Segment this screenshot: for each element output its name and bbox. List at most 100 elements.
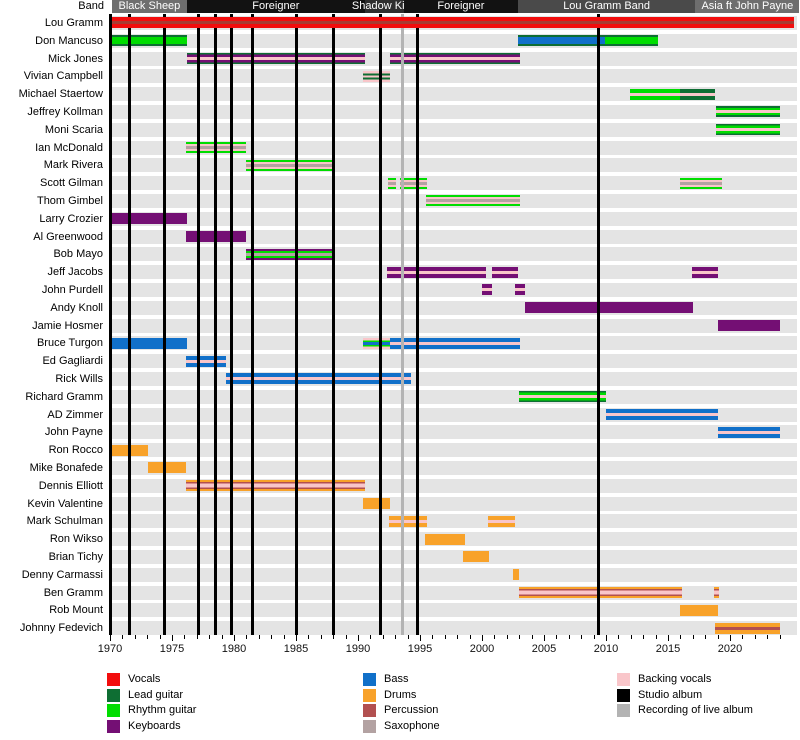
album-line-studio — [251, 14, 255, 635]
year-tick-minor — [147, 635, 149, 639]
legend-swatch-percussion — [363, 704, 376, 717]
legend-label: Vocals — [128, 673, 161, 685]
member-label: Moni Scaria — [44, 123, 103, 136]
member-label: John Purdell — [41, 283, 103, 296]
member-label: Al Greenwood — [33, 230, 103, 243]
album-line-studio — [128, 14, 132, 635]
year-tick-minor — [246, 635, 248, 639]
member-bar-segment — [362, 498, 390, 509]
member-label: Rick Wills — [55, 372, 103, 385]
band-header-section: Asia ft John Payne — [695, 0, 800, 13]
member-bar-segment — [716, 124, 780, 136]
member-bar-segment — [491, 266, 518, 278]
member-bar-segment — [186, 53, 365, 64]
member-label: Ed Gagliardi — [42, 355, 103, 368]
year-tick-minor — [370, 635, 372, 639]
member-bar-segment — [424, 533, 465, 545]
year-tick-minor — [717, 635, 719, 639]
member-label: Scott Gilman — [40, 177, 103, 190]
year-tick-minor — [221, 635, 223, 639]
member-bar-segment — [716, 106, 780, 118]
member-label: Ian McDonald — [35, 141, 103, 154]
member-bar-segment — [186, 355, 226, 367]
year-tick-label: 2015 — [655, 643, 681, 655]
band-header-section: Lou Gramm Band — [517, 0, 696, 13]
member-bar-segment — [717, 426, 780, 438]
album-line-studio — [294, 14, 298, 635]
year-tick-minor — [395, 635, 397, 639]
album-line-studio — [109, 14, 113, 635]
member-bar-segment — [362, 337, 391, 349]
member-row-band — [110, 567, 797, 582]
member-bar-segment — [680, 177, 722, 189]
year-tick-minor — [593, 635, 595, 639]
member-bar-segment — [246, 248, 336, 260]
album-line-studio — [196, 14, 200, 635]
member-label: Brian Tichy — [48, 550, 103, 563]
year-tick-major — [110, 635, 111, 641]
band-header-name: Asia ft John Payne — [701, 0, 794, 12]
year-tick-minor — [531, 635, 533, 639]
year-tick-minor — [308, 635, 310, 639]
year-tick-minor — [271, 635, 273, 639]
year-tick-label: 1975 — [159, 643, 185, 655]
year-tick-label: 2000 — [469, 643, 495, 655]
year-tick-major — [730, 635, 731, 641]
member-row-band — [110, 87, 797, 102]
year-tick-major — [234, 635, 235, 641]
legend-label: Lead guitar — [128, 688, 184, 701]
member-row-band — [110, 425, 797, 440]
member-row-band — [110, 514, 797, 529]
member-bar-segment — [715, 622, 780, 634]
member-bar-segment — [186, 480, 365, 492]
year-tick-label: 2005 — [531, 643, 557, 655]
year-tick-major — [668, 635, 669, 641]
year-tick-minor — [630, 635, 632, 639]
member-bar-segment — [713, 587, 719, 598]
member-row-band — [110, 69, 797, 84]
member-bar-segment — [514, 284, 526, 296]
legend-label: Studio album — [638, 688, 703, 701]
legend-label: Percussion — [384, 704, 439, 716]
member-bar-segment — [691, 266, 718, 278]
member-bar-segment — [225, 373, 412, 385]
legend-swatch-drums — [363, 688, 376, 702]
member-row-band — [110, 229, 797, 244]
member-label: Jeffrey Kollman — [27, 105, 103, 118]
year-tick-minor — [754, 635, 756, 639]
member-bar-segment — [513, 569, 520, 581]
year-tick-label: 1995 — [407, 643, 433, 655]
band-header-title: Band — [78, 0, 104, 12]
member-bar-segment — [717, 320, 780, 331]
band-header-section: Shadow King — [352, 0, 417, 13]
member-bar-segment — [680, 604, 718, 616]
member-label: Michael Staertow — [18, 88, 103, 101]
legend-swatch-live_album — [617, 704, 630, 717]
album-line-studio — [331, 14, 335, 635]
year-tick-minor — [345, 635, 347, 639]
member-label: Andy Knoll — [50, 301, 103, 314]
band-header-section: Black Sheep — [111, 0, 187, 13]
legend-swatch-vocals — [107, 673, 120, 686]
member-row-band — [110, 318, 797, 333]
band-header-section: Foreigner — [403, 0, 518, 13]
member-bar-segment — [519, 587, 682, 598]
member-label: Denny Carmassi — [21, 568, 103, 581]
year-tick-major — [420, 635, 421, 641]
member-row-band — [110, 282, 797, 297]
member-label: Lou Gramm — [44, 16, 103, 29]
year-tick-major — [544, 635, 545, 641]
member-label: Kevin Valentine — [27, 497, 103, 510]
member-bar-segment — [387, 177, 397, 189]
member-label: Rob Mount — [49, 604, 103, 617]
member-row-band — [110, 211, 797, 226]
legend-swatch-rhythm_guitar — [107, 704, 120, 717]
member-label: Ron Wikso — [49, 533, 103, 546]
year-tick-minor — [506, 635, 508, 639]
year-tick-minor — [122, 635, 124, 639]
member-bar-segment — [400, 177, 428, 189]
album-line-studio — [416, 14, 420, 635]
year-tick-minor — [581, 635, 583, 639]
member-bar-segment — [246, 159, 333, 171]
band-header-name: Foreigner — [252, 0, 300, 12]
